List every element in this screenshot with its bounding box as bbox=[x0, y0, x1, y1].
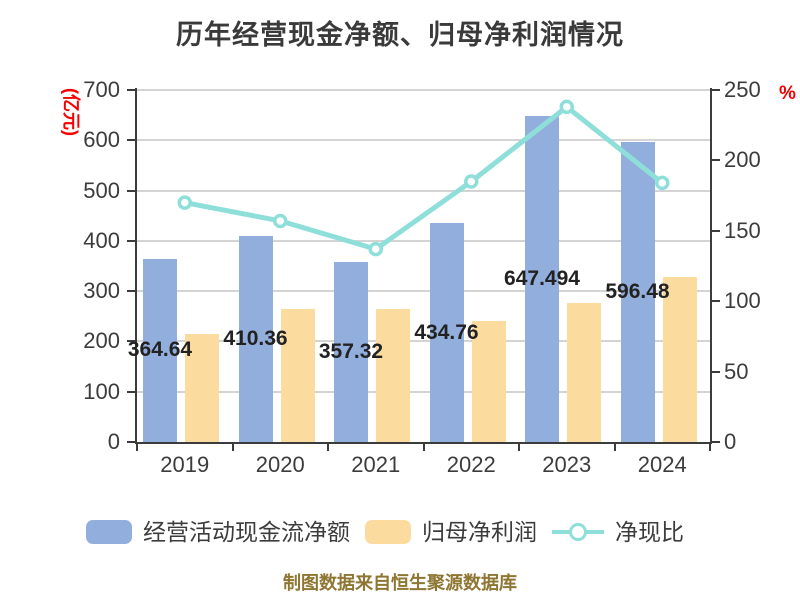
bar-net-profit-2019 bbox=[185, 333, 219, 442]
gridline-300 bbox=[137, 290, 710, 293]
x-axis-tick-2 bbox=[327, 444, 329, 451]
gridline-400 bbox=[137, 239, 710, 242]
left-axis-tick-400 bbox=[127, 239, 135, 242]
right-axis-tick-label-50: 50 bbox=[724, 358, 749, 384]
legend-swatch-ratio-line bbox=[552, 520, 604, 544]
right-axis-unit-label: % bbox=[779, 83, 796, 104]
x-axis-tick-4 bbox=[518, 444, 520, 451]
bar-operating-cash-2019 bbox=[143, 258, 177, 442]
x-axis-label-2021: 2021 bbox=[351, 452, 401, 477]
legend-item-net-profit: 归母净利润 bbox=[365, 519, 537, 545]
right-axis-tick-label-100: 100 bbox=[724, 288, 761, 314]
legend-line-marker-icon bbox=[569, 523, 587, 541]
bar-value-label-2019: 364.64 bbox=[127, 338, 193, 362]
left-axis-tick-100 bbox=[127, 390, 135, 393]
bar-value-label-2022: 434.76 bbox=[414, 320, 479, 344]
left-axis-tick-label-400: 400 bbox=[83, 227, 120, 253]
x-axis-label-2020: 2020 bbox=[255, 452, 305, 477]
x-axis-tick-6 bbox=[709, 444, 711, 451]
bar-net-profit-2021 bbox=[376, 309, 410, 442]
ratio-point-2021 bbox=[368, 241, 383, 257]
bar-operating-cash-2024 bbox=[620, 142, 655, 442]
axis-line-right bbox=[710, 88, 712, 444]
left-axis-tick-label-300: 300 bbox=[83, 278, 120, 304]
legend-label-profit: 归母净利润 bbox=[422, 519, 537, 545]
right-axis-tick-label-200: 200 bbox=[724, 147, 761, 173]
bar-operating-cash-2022 bbox=[429, 223, 464, 442]
left-axis-tick-label-100: 100 bbox=[83, 378, 120, 404]
right-axis-tick-100 bbox=[712, 300, 720, 303]
gridline-500 bbox=[137, 189, 710, 192]
right-axis-tick-0 bbox=[712, 441, 720, 443]
legend-item-operating-cash: 经营活动现金流净额 bbox=[86, 519, 350, 545]
left-axis-tick-label-200: 200 bbox=[83, 328, 120, 354]
ratio-point-2022 bbox=[464, 174, 479, 189]
x-axis-label-2019: 2019 bbox=[160, 452, 210, 477]
x-axis-label-2023: 2023 bbox=[542, 452, 592, 477]
bar-net-profit-2020 bbox=[280, 309, 315, 442]
legend-label-cash: 经营活动现金流净额 bbox=[143, 519, 350, 545]
axis-line-bottom bbox=[135, 442, 712, 444]
ratio-line-layer bbox=[177, 99, 670, 257]
x-axis-label-2022: 2022 bbox=[446, 452, 496, 477]
bar-operating-cash-2020 bbox=[238, 235, 273, 442]
left-axis-tick-label-600: 600 bbox=[83, 127, 120, 153]
left-axis-tick-700 bbox=[127, 89, 135, 91]
bar-value-label-2024: 596.48 bbox=[605, 280, 670, 304]
left-axis-tick-200 bbox=[127, 340, 135, 343]
left-axis-tick-500 bbox=[127, 189, 135, 192]
gridline-600 bbox=[137, 139, 710, 142]
x-axis-tick-0 bbox=[136, 444, 138, 451]
plot-area: 364.64 410.36 357.32 434.76 647.494 596.48 bbox=[128, 89, 710, 442]
bar-operating-cash-2023 bbox=[525, 116, 559, 442]
left-axis-tick-label-700: 700 bbox=[83, 77, 120, 102]
left-axis-tick-label-500: 500 bbox=[83, 177, 120, 203]
bar-net-profit-2023 bbox=[567, 303, 601, 442]
x-axis-tick-3 bbox=[422, 444, 425, 451]
bar-net-profit-2022 bbox=[471, 320, 506, 442]
bar-operating-cash-2021 bbox=[334, 262, 368, 442]
net-cash-ratio-line bbox=[182, 104, 665, 252]
left-axis-tick-0 bbox=[127, 441, 135, 443]
ratio-point-2023 bbox=[559, 99, 574, 115]
left-axis-tick-300 bbox=[127, 290, 135, 293]
gridline-100 bbox=[137, 390, 710, 393]
ratio-point-2024 bbox=[655, 175, 670, 191]
gridline-200 bbox=[137, 340, 710, 343]
right-axis-tick-50 bbox=[712, 370, 720, 373]
chart-title: 历年经营现金净额、归母净利润情况 bbox=[176, 20, 624, 50]
legend-swatch-cash-bar bbox=[86, 520, 132, 544]
right-axis-tick-150 bbox=[712, 229, 720, 232]
ratio-point-2020 bbox=[273, 213, 288, 229]
left-axis-tick-label-0: 0 bbox=[107, 429, 120, 454]
legend-label-ratio: 净现比 bbox=[615, 519, 684, 545]
bar-net-profit-2024 bbox=[662, 277, 697, 442]
bar-value-label-2021: 357.32 bbox=[318, 340, 384, 364]
right-axis-tick-250 bbox=[712, 89, 720, 91]
axis-line-left bbox=[135, 88, 137, 444]
footer-source-note: 制图数据来自恒生聚源数据库 bbox=[283, 573, 517, 593]
bar-value-label-2020: 410.36 bbox=[223, 326, 288, 350]
right-axis-tick-label-250: 250 bbox=[724, 77, 761, 102]
ratio-point-2019 bbox=[177, 195, 192, 210]
x-axis-tick-1 bbox=[231, 444, 234, 451]
x-axis-tick-5 bbox=[613, 444, 616, 451]
gridline-700 bbox=[137, 89, 710, 91]
left-axis-tick-600 bbox=[127, 139, 135, 142]
right-axis-tick-200 bbox=[712, 159, 720, 162]
legend-item-net-cash-ratio: 净现比 bbox=[552, 519, 684, 545]
legend: 经营活动现金流净额 归母净利润 净现比 bbox=[86, 519, 684, 545]
bar-value-label-2023: 647.494 bbox=[504, 267, 580, 291]
right-axis-tick-label-0: 0 bbox=[724, 429, 737, 454]
legend-swatch-profit-bar bbox=[365, 520, 411, 544]
right-axis-tick-label-150: 150 bbox=[724, 217, 761, 243]
x-axis-label-2024: 2024 bbox=[637, 452, 687, 477]
